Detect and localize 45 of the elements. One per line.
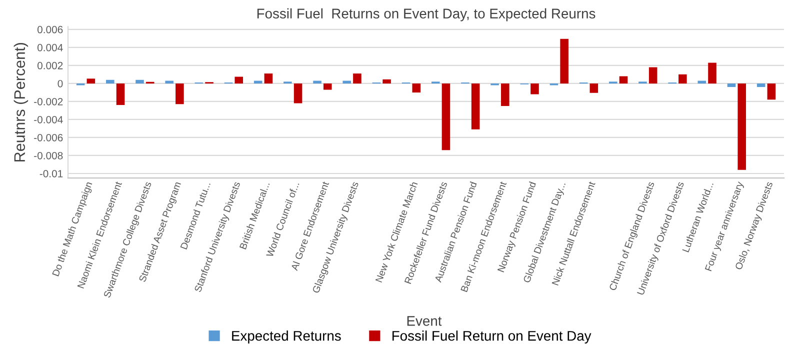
bar — [116, 83, 125, 106]
legend-label: Fossil Fuel Return on Event Day — [392, 330, 592, 344]
bar — [136, 80, 144, 84]
bar — [698, 80, 706, 84]
bar — [560, 38, 568, 84]
bar — [648, 67, 658, 84]
bar — [254, 80, 262, 84]
y-tick-label: 0 — [58, 80, 63, 88]
bar — [313, 80, 322, 84]
bar — [353, 74, 362, 84]
legend-label: Expected Returns — [232, 330, 341, 344]
y-axis-title: Reutnrs (Percent) — [14, 43, 28, 162]
y-tick-label: 0.006 — [37, 26, 63, 34]
bar — [412, 83, 421, 92]
y-tick-label: -0.008 — [34, 152, 63, 160]
bar — [678, 74, 687, 84]
bar — [165, 80, 174, 84]
bar — [323, 83, 332, 90]
bar — [442, 83, 450, 150]
bar — [176, 83, 184, 104]
bar — [756, 83, 766, 88]
bar — [590, 83, 598, 93]
bar — [619, 76, 628, 84]
bar — [738, 83, 746, 170]
chart-title: Fossil Fuel Returns on Event Day, to Expected Reurns — [257, 8, 596, 22]
bar — [342, 80, 351, 84]
bar — [708, 62, 716, 84]
y-tick-label: -0.002 — [34, 98, 63, 106]
bar — [727, 83, 736, 88]
bar — [501, 83, 510, 106]
bar — [264, 74, 273, 84]
y-tick-label: 0.004 — [37, 44, 63, 52]
bar — [767, 83, 776, 100]
bar — [106, 80, 114, 84]
y-tick-label: 0.002 — [37, 62, 63, 70]
x-axis-title: Event — [407, 316, 442, 326]
y-tick-label: -0.006 — [34, 134, 63, 142]
bar — [530, 83, 539, 94]
bar — [294, 83, 302, 104]
y-tick-label: -0.004 — [34, 116, 63, 124]
bar — [382, 79, 391, 84]
y-tick-label: -0.01 — [40, 170, 63, 178]
bar — [471, 83, 480, 130]
bar — [86, 78, 96, 84]
bar — [234, 76, 244, 84]
